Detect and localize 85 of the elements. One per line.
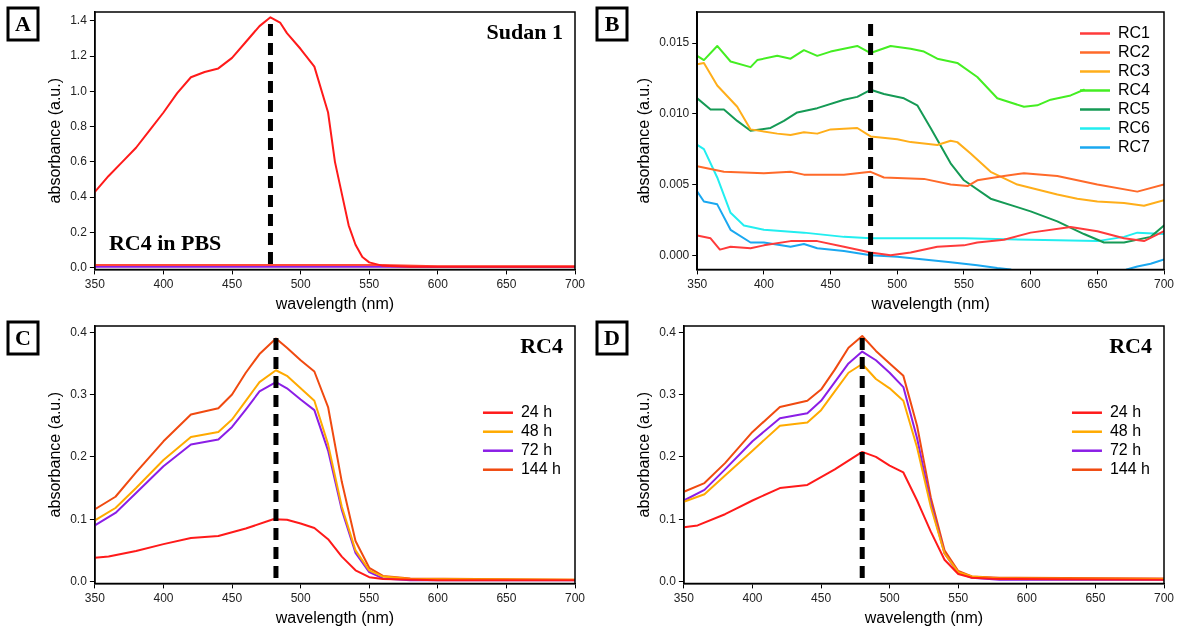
x-tick-label: 350 <box>84 590 106 605</box>
x-tick-label: 350 <box>673 590 695 605</box>
x-tick-label: 600 <box>427 590 449 605</box>
y-axis-title: absorbance (a.u.) <box>635 78 653 204</box>
legend-label: 48 h <box>1109 422 1142 440</box>
x-tick-label: 400 <box>742 590 763 605</box>
legend-label: 144 h <box>1109 460 1151 478</box>
legend-label: 24 h <box>520 403 553 421</box>
y-tick-label: 0.0 <box>70 573 88 588</box>
x-tick-label: 450 <box>811 590 832 605</box>
x-tick-label: 500 <box>290 276 311 291</box>
y-axis-title: absorbance (a.u.) <box>46 78 64 204</box>
x-tick-label: 650 <box>496 276 517 291</box>
y-tick-label: 0.6 <box>70 154 88 169</box>
x-tick-label: 600 <box>1016 590 1038 605</box>
x-tick-label: 650 <box>1085 590 1106 605</box>
y-axis-title: absorbance (a.u.) <box>46 392 64 518</box>
legend-label: 72 h <box>1109 441 1142 459</box>
y-tick-label: 1.0 <box>70 83 88 98</box>
x-axis-title: wavelength (nm) <box>274 608 395 626</box>
y-tick-label: 0.4 <box>70 324 88 339</box>
chart-title: A <box>15 10 32 36</box>
x-axis-title: wavelength (nm) <box>870 294 990 312</box>
x-tick-label: 550 <box>359 590 380 605</box>
x-tick-label: 550 <box>948 590 969 605</box>
annotation: Sudan 1 <box>486 18 563 44</box>
x-tick-label: 350 <box>84 276 106 291</box>
x-tick-label: 600 <box>427 276 449 291</box>
y-tick-label: 0.005 <box>659 176 690 191</box>
legend-label: RC1 <box>1117 23 1151 41</box>
y-tick-label: 0.0 <box>659 573 677 588</box>
x-tick-label: 700 <box>1153 276 1175 291</box>
x-tick-label: 400 <box>153 590 174 605</box>
legend-label: RC2 <box>1117 42 1151 60</box>
x-tick-label: 500 <box>879 590 900 605</box>
x-tick-label: 550 <box>953 276 975 291</box>
y-tick-label: 0.1 <box>659 511 677 526</box>
chart-title: D <box>604 324 620 350</box>
legend-label: 24 h <box>1109 403 1142 421</box>
x-tick-label: 700 <box>564 276 586 291</box>
annotation: RC4 <box>1109 332 1152 358</box>
y-tick-label: 0.4 <box>70 189 88 204</box>
x-tick-label: 650 <box>496 590 517 605</box>
legend-label: RC6 <box>1117 118 1151 136</box>
chart-title: C <box>15 324 31 350</box>
x-tick-label: 450 <box>820 276 841 291</box>
annotation: RC4 <box>520 332 563 358</box>
x-tick-label: 550 <box>359 276 380 291</box>
legend-label: 144 h <box>520 460 562 478</box>
x-tick-label: 650 <box>1087 276 1108 291</box>
x-tick-label: 450 <box>222 590 243 605</box>
legend-label: RC4 <box>1117 80 1151 98</box>
y-tick-label: 1.2 <box>70 48 88 63</box>
x-tick-label: 400 <box>153 276 174 291</box>
x-tick-label: 600 <box>1020 276 1041 291</box>
y-tick-label: 0.0 <box>70 259 88 274</box>
y-tick-label: 0.015 <box>659 35 690 50</box>
legend-label: 48 h <box>520 422 553 440</box>
x-tick-label: 450 <box>222 276 243 291</box>
x-tick-label: 500 <box>887 276 908 291</box>
legend-label: RC3 <box>1117 61 1151 79</box>
y-tick-label: 0.3 <box>659 386 677 401</box>
y-tick-label: 1.4 <box>70 13 88 28</box>
y-tick-label: 0.4 <box>659 324 677 339</box>
legend-label: RC7 <box>1117 137 1151 155</box>
chart-title: B <box>604 10 620 36</box>
x-tick-label: 400 <box>753 276 775 291</box>
legend-label: 72 h <box>520 441 553 459</box>
x-tick-label: 500 <box>290 590 311 605</box>
y-tick-label: 0.2 <box>70 224 88 239</box>
x-axis-title: wavelength (nm) <box>863 608 984 626</box>
y-tick-label: 0.2 <box>70 449 88 464</box>
legend-label: RC5 <box>1117 99 1151 117</box>
y-axis-title: absorbance (a.u.) <box>635 392 653 518</box>
y-tick-label: 0.3 <box>70 386 88 401</box>
y-tick-label: 0.000 <box>659 247 690 262</box>
y-tick-label: 0.8 <box>70 118 88 133</box>
x-axis-title: wavelength (nm) <box>274 294 395 312</box>
y-tick-label: 0.2 <box>659 449 677 464</box>
x-tick-label: 700 <box>564 590 586 605</box>
y-tick-label: 0.010 <box>659 106 690 121</box>
annotation: RC4 in PBS <box>108 230 222 256</box>
x-tick-label: 350 <box>687 276 708 291</box>
y-tick-label: 0.1 <box>70 511 88 526</box>
x-tick-label: 700 <box>1153 590 1175 605</box>
